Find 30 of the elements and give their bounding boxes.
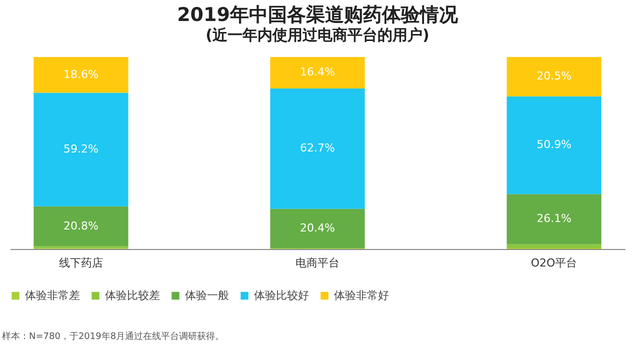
text: 样本：N=780，于2019年8月通过在线平台调研获得。 [2,330,224,343]
data-label: 18.6% [63,68,98,81]
bar [270,57,365,88]
bar [506,244,602,248]
bar [270,208,365,248]
bar [34,57,128,93]
data-label: 62.7% [300,142,335,155]
legend-label: 体验比较好 [254,288,309,302]
data-label: 50.9% [536,138,572,152]
x-tick-label: 电商平台 [296,256,340,270]
bar [506,194,602,244]
x-tick-label: 线下药店 [58,256,103,270]
chart-subtitle: (近一年内使用过电商平台的用户) [206,26,430,44]
bar [506,57,602,96]
bar [34,206,128,246]
data-label: 20.5% [536,70,572,83]
data-label: 20.4% [300,221,335,234]
bar [270,88,365,209]
legend-label: 体验非常好 [334,288,389,302]
legend-label: 体验比较差 [105,288,160,302]
chart-title: 2019年中国各渠道购药体验情况 [177,4,459,26]
x-tick-label: O2O平台 [530,256,578,270]
data-label: 59.2% [63,142,98,156]
legend-label: 体验一般 [185,288,229,302]
legend-label: 体验非常差 [25,288,80,302]
data-label: 16.4% [300,66,335,79]
data-label: 20.8% [63,219,98,232]
bar [34,92,128,206]
bar [506,96,602,194]
data-label: 26.1% [536,212,572,226]
